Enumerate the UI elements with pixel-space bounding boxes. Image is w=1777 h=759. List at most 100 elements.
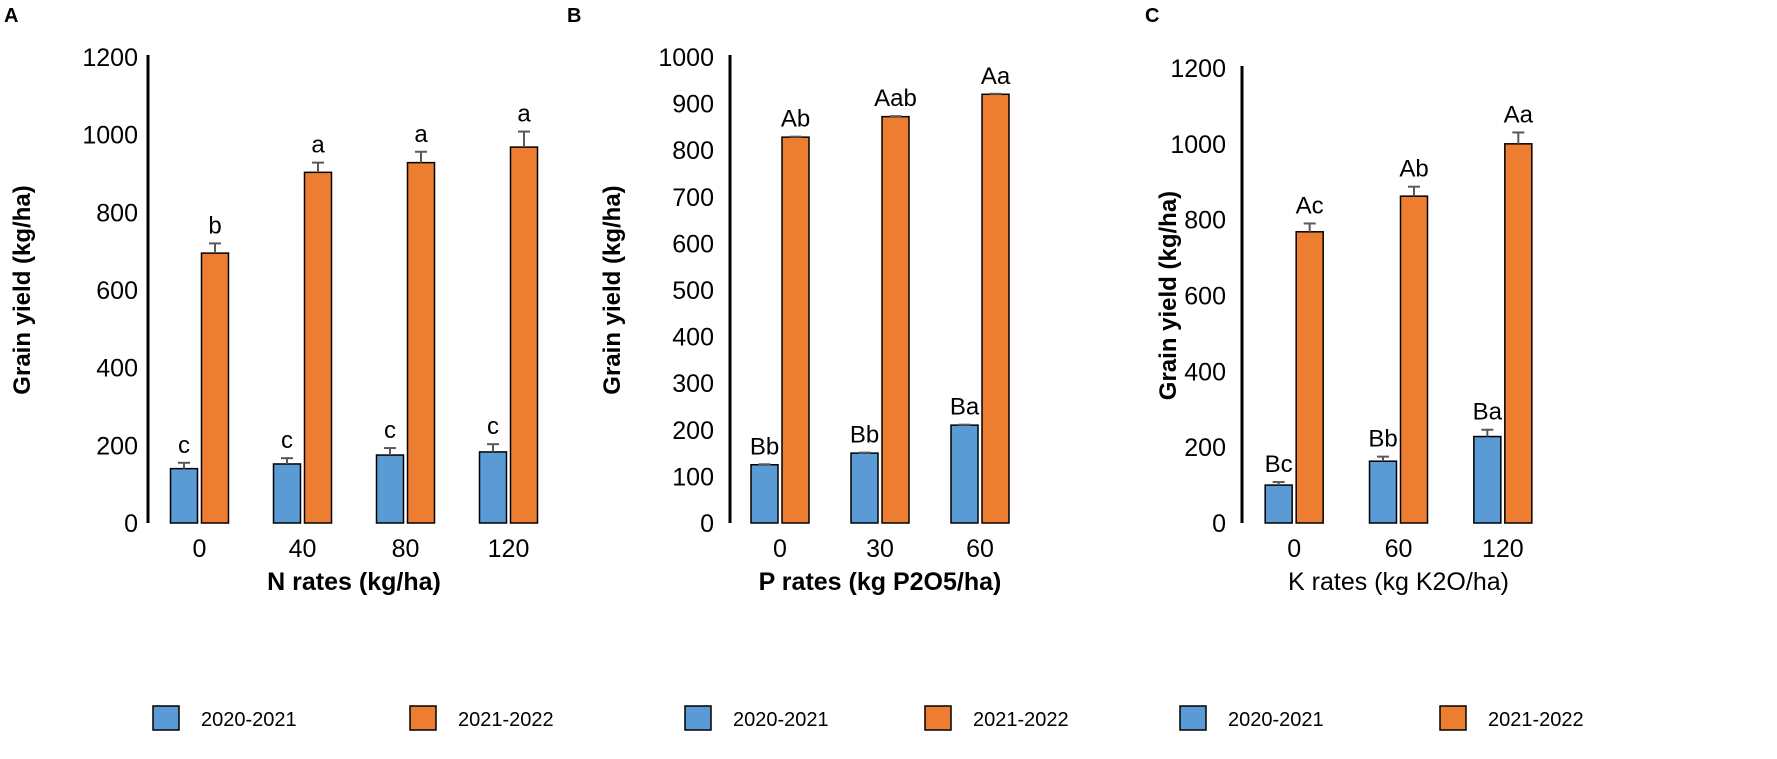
legend-label: 2020-2021 bbox=[1228, 709, 1324, 731]
bar-2020-2021 bbox=[169, 467, 199, 524]
bar-2020-2021 bbox=[375, 454, 405, 524]
y-tick-label: 900 bbox=[672, 91, 714, 119]
significance-label: Ab bbox=[781, 106, 810, 133]
bar-2021-2022 bbox=[509, 146, 539, 524]
x-tick-label: 120 bbox=[488, 535, 530, 563]
y-tick-label: 300 bbox=[672, 370, 714, 398]
legend-swatch bbox=[1439, 705, 1467, 731]
y-tick-label: 600 bbox=[1184, 283, 1226, 311]
y-tick-label: 1000 bbox=[82, 122, 138, 150]
x-tick-label: 0 bbox=[1287, 535, 1301, 563]
y-tick-label: 200 bbox=[96, 432, 138, 460]
y-axis-title: Grain yield (kg/ha) bbox=[599, 185, 626, 394]
legend-swatch bbox=[409, 705, 437, 731]
bar-2021-2022 bbox=[200, 252, 230, 524]
significance-label: Aa bbox=[981, 63, 1011, 90]
y-tick-label: 1000 bbox=[658, 44, 714, 72]
bar-2020-2021 bbox=[1473, 435, 1502, 524]
bar-2020-2021 bbox=[1264, 484, 1293, 524]
significance-label: a bbox=[517, 101, 531, 128]
panel-label: A bbox=[4, 5, 18, 27]
legend-label: 2021-2022 bbox=[458, 709, 554, 731]
y-tick-label: 800 bbox=[672, 137, 714, 165]
legend-label: 2020-2021 bbox=[201, 709, 297, 731]
significance-label: Bb bbox=[850, 422, 879, 449]
significance-label: Bb bbox=[750, 433, 779, 460]
y-tick-label: 400 bbox=[96, 355, 138, 383]
x-tick-label: 0 bbox=[193, 535, 207, 563]
bar-2021-2022 bbox=[981, 93, 1010, 524]
x-tick-label: 120 bbox=[1482, 535, 1524, 563]
panel-label: B bbox=[567, 5, 581, 27]
legend-label: 2021-2022 bbox=[1488, 709, 1584, 731]
bar-2021-2022 bbox=[406, 161, 436, 524]
legend-swatch bbox=[684, 705, 712, 731]
significance-label: Aab bbox=[874, 85, 917, 112]
legend-swatch bbox=[924, 705, 952, 731]
significance-label: c bbox=[281, 427, 293, 454]
bar-2021-2022 bbox=[881, 115, 910, 524]
significance-label: Ac bbox=[1296, 192, 1324, 219]
x-tick-label: 60 bbox=[966, 535, 994, 563]
significance-label: c bbox=[487, 413, 499, 440]
x-tick-label: 60 bbox=[1385, 535, 1413, 563]
bar-2020-2021 bbox=[478, 451, 508, 524]
y-tick-label: 1000 bbox=[1170, 131, 1226, 159]
bar-2021-2022 bbox=[1504, 143, 1533, 524]
significance-label: Ab bbox=[1399, 156, 1428, 183]
y-tick-label: 0 bbox=[124, 510, 138, 538]
bar-2020-2021 bbox=[272, 463, 302, 524]
y-tick-label: 200 bbox=[1184, 434, 1226, 462]
significance-label: Aa bbox=[1504, 101, 1534, 128]
y-axis-title: Grain yield (kg/ha) bbox=[9, 185, 36, 394]
significance-label: a bbox=[414, 121, 428, 148]
x-tick-label: 30 bbox=[866, 535, 894, 563]
y-tick-label: 400 bbox=[672, 324, 714, 352]
legend-swatch bbox=[1179, 705, 1207, 731]
bar-2021-2022 bbox=[1399, 195, 1429, 524]
significance-label: Ba bbox=[950, 394, 980, 421]
y-tick-label: 200 bbox=[672, 417, 714, 445]
x-tick-label: 80 bbox=[392, 535, 420, 563]
y-axis-title: Grain yield (kg/ha) bbox=[1155, 191, 1182, 400]
bar-2021-2022 bbox=[781, 136, 810, 524]
x-axis-title: P rates (kg P2O5/ha) bbox=[759, 568, 1002, 596]
bar-2020-2021 bbox=[750, 464, 779, 524]
y-tick-label: 400 bbox=[1184, 358, 1226, 386]
y-tick-label: 500 bbox=[672, 277, 714, 305]
significance-label: c bbox=[178, 432, 190, 459]
bar-2020-2021 bbox=[850, 452, 879, 524]
y-tick-label: 0 bbox=[700, 510, 714, 538]
significance-label: Bb bbox=[1368, 426, 1397, 453]
bar-2020-2021 bbox=[950, 424, 979, 524]
y-tick-label: 600 bbox=[96, 277, 138, 305]
legend-label: 2021-2022 bbox=[973, 709, 1069, 731]
significance-label: c bbox=[384, 417, 396, 444]
y-tick-label: 600 bbox=[672, 230, 714, 258]
x-axis-title: K rates (kg K2O/ha) bbox=[1288, 568, 1509, 596]
bar-2020-2021 bbox=[1368, 460, 1398, 524]
panel-label: C bbox=[1145, 5, 1159, 27]
legend-label: 2020-2021 bbox=[733, 709, 829, 731]
y-tick-label: 1200 bbox=[1170, 55, 1226, 83]
x-tick-label: 0 bbox=[773, 535, 787, 563]
y-tick-label: 800 bbox=[96, 199, 138, 227]
significance-label: Bc bbox=[1265, 451, 1293, 478]
significance-label: b bbox=[208, 212, 221, 239]
bar-2021-2022 bbox=[303, 171, 333, 524]
y-tick-label: 0 bbox=[1212, 510, 1226, 538]
y-tick-label: 100 bbox=[672, 463, 714, 491]
x-tick-label: 40 bbox=[289, 535, 317, 563]
y-tick-label: 1200 bbox=[82, 44, 138, 72]
bar-2021-2022 bbox=[1295, 231, 1324, 524]
significance-label: a bbox=[311, 132, 325, 159]
x-axis-title: N rates (kg/ha) bbox=[267, 568, 441, 596]
y-tick-label: 700 bbox=[672, 184, 714, 212]
significance-label: Ba bbox=[1473, 399, 1503, 426]
legend-swatch bbox=[152, 705, 180, 731]
y-tick-label: 800 bbox=[1184, 207, 1226, 235]
